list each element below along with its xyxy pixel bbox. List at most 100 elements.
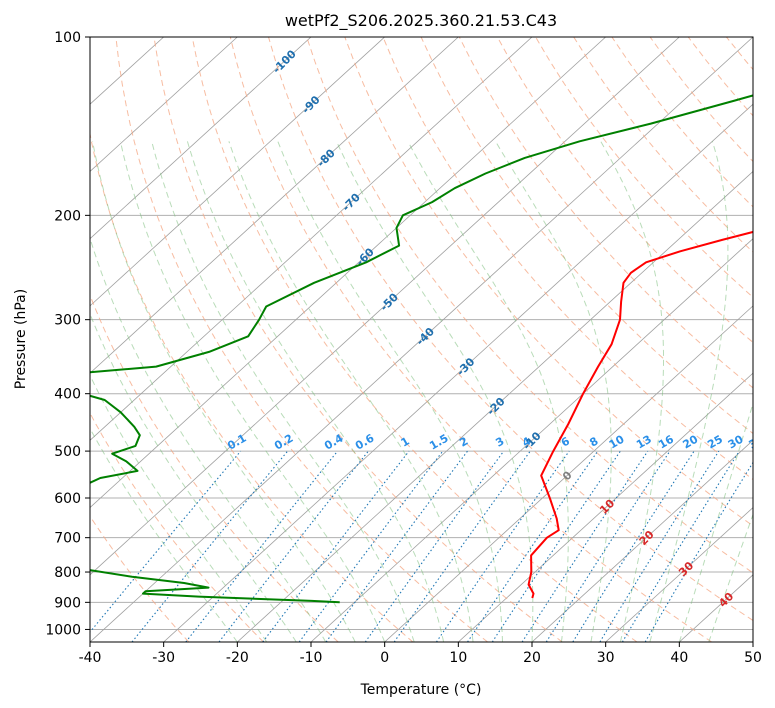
mixing-ratio-line (298, 450, 444, 642)
dry-adiabat-line (765, 37, 775, 642)
y-tick-label: 300 (54, 313, 81, 329)
mixing-ratio-lines (90, 450, 753, 642)
dry-adiabat-line (90, 412, 264, 642)
mixing-ratio-line (435, 450, 570, 642)
y-tick-label: 600 (54, 491, 81, 507)
moist-adiabat-line (90, 236, 327, 642)
isotherm-line (310, 238, 753, 642)
mixing-ratio-line (90, 450, 242, 633)
isotherm-line (531, 439, 753, 642)
dry-adiabat-line (306, 37, 753, 574)
dry-adiabat-line (420, 37, 753, 435)
x-axis-ticks: -40 -30 -20 -10 0 10 20 30 40 50 (79, 642, 762, 666)
x-tick-label: -40 (79, 650, 102, 666)
mixing-ratio-label: 1 (399, 435, 412, 450)
mixing-ratio-line (521, 450, 649, 642)
dry-adiabat-line (191, 37, 638, 642)
isotherm-line (605, 507, 753, 642)
moist-adiabat-line (90, 427, 238, 642)
moist-adiabat-line (119, 141, 386, 642)
y-tick-label: 1000 (45, 622, 81, 638)
line-labels: 0.1 0.2 0.4 0.6 1 1.5 2 3 4 6 8 10 13 16 20 25 30 36-100-… (225, 47, 753, 610)
dry-adiabat-line (649, 37, 753, 163)
y-tick-label: 200 (54, 208, 81, 224)
x-tick-label: 0 (380, 650, 389, 666)
moist-adiabat-line (186, 141, 445, 642)
moist-adiabats (90, 141, 753, 642)
x-tick-label: 50 (744, 650, 762, 666)
mixing-ratio-line (262, 450, 410, 642)
moist-adiabat-line (407, 141, 569, 642)
mixing-ratio-line (599, 450, 720, 642)
x-tick-label: 10 (449, 650, 467, 666)
isotherm-line (90, 37, 606, 509)
x-tick-label: -20 (226, 650, 249, 666)
y-tick-label: 900 (54, 595, 81, 611)
x-tick-label: -30 (152, 650, 175, 666)
dry-adiabat-line (268, 37, 753, 622)
moist-adiabat-line (336, 141, 534, 642)
isotherm-line (90, 37, 753, 642)
mixing-ratio-label: 20 (681, 432, 701, 451)
isotherm-line (458, 372, 753, 642)
isotherm-line (90, 37, 238, 172)
moist-adiabat-line (678, 401, 753, 642)
temperature-profile-line (527, 230, 753, 599)
dry-adiabat-line (382, 37, 753, 481)
mixing-ratio-label: 10 (607, 432, 627, 451)
y-tick-label: 800 (54, 565, 81, 581)
dry-adiabats (90, 37, 775, 642)
y-axis-label: Pressure (hPa) (13, 289, 29, 389)
pressure-gridlines (90, 37, 753, 630)
mixing-ratio-label: 3 (493, 435, 506, 450)
x-tick-label: -10 (300, 650, 323, 666)
moist-adiabat-line (277, 141, 503, 642)
mixing-ratio-label: 25 (705, 433, 725, 452)
dry-adiabat-line (344, 37, 753, 527)
mixing-ratio-line (572, 450, 695, 642)
dry-adiabat-line (535, 37, 753, 298)
mixing-ratio-line (545, 450, 671, 642)
isotherm-line (237, 170, 753, 642)
mixing-ratio-line (325, 450, 468, 642)
moist-adiabat-line (92, 141, 356, 642)
mixing-ratio-line (491, 450, 621, 642)
isotherm-line (384, 305, 753, 642)
plot-area: 0.1 0.2 0.4 0.6 1 1.5 2 3 4 6 8 10 13 16 20 25 30 36-100-… (90, 37, 775, 642)
moist-adiabat-line (151, 141, 415, 642)
mixing-ratio-line (621, 450, 740, 642)
dry-adiabat-line (726, 37, 753, 71)
dry-adiabat-line (687, 37, 753, 117)
chart-title: wetPf2_S206.2025.360.21.53.C43 (285, 11, 557, 31)
plot-frame (89, 36, 754, 643)
x-tick-label: 20 (523, 650, 541, 666)
y-tick-label: 100 (54, 30, 81, 46)
mixing-ratio-line (131, 450, 289, 642)
mixing-ratio-line (364, 450, 505, 642)
mixing-ratio-label: 30 (726, 432, 746, 451)
mixing-ratio-line (218, 450, 369, 642)
y-tick-label: 500 (54, 444, 81, 460)
sounding-profiles (90, 94, 753, 604)
dewpoint-profile-line (90, 94, 753, 604)
y-tick-label: 700 (54, 531, 81, 547)
isotherm-line (90, 37, 459, 374)
dry-adiabat-line (90, 515, 190, 642)
isotherm-line (752, 641, 753, 642)
mixing-ratio-label: 2 (457, 435, 470, 450)
moist-adiabat-line (708, 513, 753, 642)
dry-adiabat-line (496, 37, 753, 344)
moist-adiabat-line (600, 141, 664, 642)
isotherm-line (90, 37, 312, 240)
mixing-ratio-line (393, 450, 531, 642)
moist-adiabat-line (90, 312, 297, 642)
dry-adiabat-line (153, 37, 563, 642)
mixing-ratio-line (185, 450, 339, 642)
skewed-isotherms (90, 37, 753, 642)
isotherm-line (163, 103, 753, 642)
isotherm-line (90, 37, 385, 307)
y-axis-ticks: 100 200 300 400 500 600 700 800 900 1000 (45, 30, 90, 638)
x-tick-label: 40 (670, 650, 688, 666)
y-tick-label: 400 (54, 387, 81, 403)
